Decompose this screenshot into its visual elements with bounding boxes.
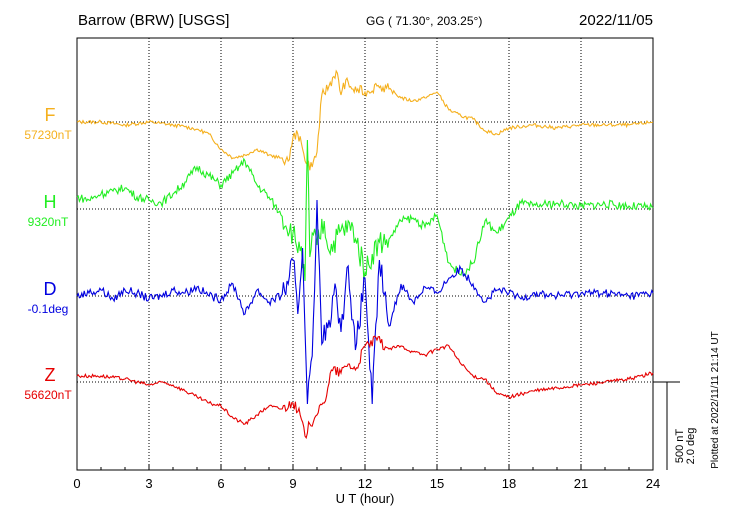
chart-title-station: Barrow (BRW) [USGS] xyxy=(78,12,229,29)
x-axis-label: U T (hour) xyxy=(336,491,395,506)
x-tick-label: 15 xyxy=(430,476,444,491)
series-line-D xyxy=(76,199,654,405)
series-name-Z: Z xyxy=(45,365,56,385)
series-name-D: D xyxy=(44,279,57,299)
x-axis: 0 3 6 9 12 15 18 21 24 xyxy=(73,464,660,491)
x-tick-label: 12 xyxy=(358,476,372,491)
series-baseline-Z: 56620nT xyxy=(24,388,72,402)
series-line-Z xyxy=(76,335,654,440)
grid-lines xyxy=(77,38,653,470)
series-line-H xyxy=(76,139,654,282)
x-tick-label: 9 xyxy=(289,476,296,491)
x-tick-label: 24 xyxy=(646,476,660,491)
series-baseline-H: 9320nT xyxy=(28,215,69,229)
series-baseline-D: -0.1deg xyxy=(28,302,69,316)
x-tick-label: 0 xyxy=(73,476,80,491)
series-baseline-F: 57230nT xyxy=(24,128,72,142)
series-layer xyxy=(76,69,654,440)
chart-title-date: 2022/11/05 xyxy=(579,12,653,29)
x-tick-label: 6 xyxy=(217,476,224,491)
scale-label-nt: 500 nT xyxy=(674,429,686,464)
series-label-layer: F 57230nT H 9320nT D -0.1deg Z 56620nT xyxy=(24,105,72,402)
series-line-F xyxy=(76,69,654,171)
x-tick-label: 21 xyxy=(574,476,588,491)
series-name-H: H xyxy=(44,192,57,212)
series-name-F: F xyxy=(45,105,56,125)
x-tick-label: 18 xyxy=(502,476,516,491)
x-tick-label: 3 xyxy=(145,476,152,491)
plotted-timestamp: Plotted at 2022/11/11 21:14 UT xyxy=(710,331,721,469)
scale-label-deg: 2.0 deg xyxy=(685,428,697,465)
chart-title-coordinates: GG ( 71.30°, 203.25°) xyxy=(366,14,482,28)
